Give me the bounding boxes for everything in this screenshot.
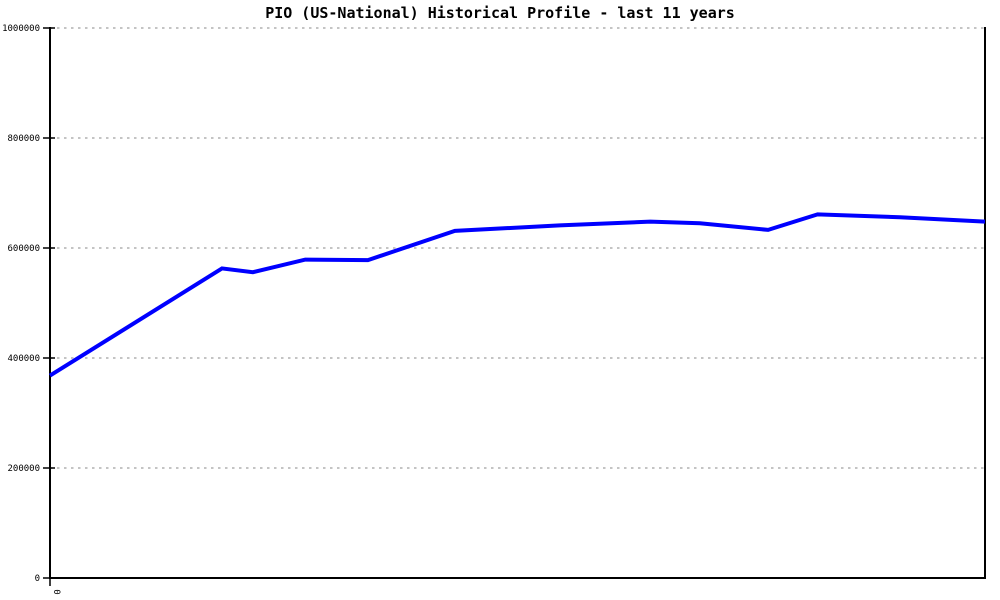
chart-title: PIO (US-National) Historical Profile - l… — [265, 4, 735, 22]
y-tick-label: 400000 — [7, 354, 40, 364]
series-line-0 — [48, 212, 986, 378]
y-tick-label: 1000000 — [2, 24, 40, 34]
y-tick-label: 200000 — [7, 464, 40, 474]
y-tick-label: 800000 — [7, 134, 40, 144]
y-tick-label: 600000 — [7, 244, 40, 254]
y-tick-label: 0 — [35, 574, 40, 584]
x-tick-label: 0 — [51, 589, 61, 595]
